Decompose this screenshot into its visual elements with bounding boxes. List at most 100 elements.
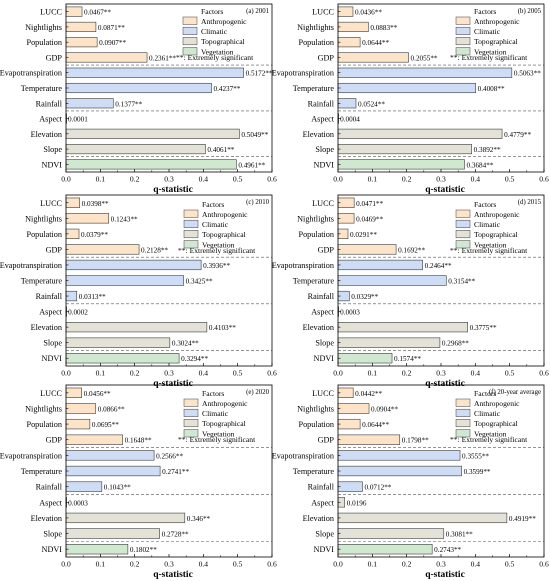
x-tick-label: 0.4 — [199, 369, 209, 378]
bar-population — [65, 418, 91, 430]
bar-slope — [337, 144, 472, 155]
x-tick-label: 0.6 — [539, 369, 549, 378]
bar-ndvi — [65, 353, 180, 364]
x-tick-label: 0.3 — [164, 175, 174, 184]
category-label-lucc: LUCC — [312, 199, 334, 208]
bar-nightlights — [337, 403, 370, 414]
x-tick-label: 0.1 — [368, 369, 378, 378]
value-label-aspect: 0.0003 — [68, 499, 88, 507]
bar-gdp — [337, 52, 409, 63]
category-label-gdp: GDP — [318, 245, 335, 254]
value-label-rainfall: 0.1377** — [115, 100, 142, 108]
value-label-evapotranspiration: 0.2464** — [425, 262, 452, 270]
legend-label-topographical: Topographical — [474, 230, 518, 239]
value-label-aspect: 0.0003 — [340, 309, 360, 317]
x-tick-label: 0.4 — [471, 560, 481, 569]
category-label-ndvi: NDVI — [314, 354, 335, 363]
category-label-ndvi: NDVI — [314, 160, 335, 169]
legend-label-climatic: Climatic — [474, 27, 501, 36]
value-label-rainfall: 0.0313** — [79, 293, 106, 301]
legend-label-topographical: Topographical — [202, 419, 246, 428]
x-tick-label: 0.3 — [436, 560, 446, 569]
legend-swatch-topographical — [455, 419, 471, 428]
bar-elevation — [337, 512, 508, 524]
panel-tag: (e) 2020 — [246, 389, 269, 396]
bar-nightlights — [65, 213, 109, 224]
legend-label-anthropogenic: Anthropogenic — [202, 399, 248, 408]
legend-swatch-climatic — [455, 26, 471, 35]
bar-elevation — [65, 512, 186, 524]
value-label-slope: 0.3024** — [172, 340, 199, 348]
x-axis-label: q-statistic — [153, 185, 193, 195]
value-label-gdp: 0.2128** — [141, 246, 168, 254]
category-label-lucc: LUCC — [40, 8, 62, 17]
category-label-aspect: Aspect — [39, 115, 62, 124]
x-tick-label: 0.3 — [436, 175, 446, 184]
bar-nightlights — [65, 21, 97, 32]
legend-title: Factors — [201, 7, 223, 16]
bar-temperature — [65, 82, 212, 94]
value-label-nightlights: 0.0904** — [371, 405, 398, 413]
legend-title: Factors — [474, 7, 496, 16]
value-label-nightlights: 0.1243** — [111, 215, 138, 223]
value-label-nightlights: 0.0866** — [98, 405, 125, 413]
legend-swatch-topographical — [183, 419, 199, 428]
bar-evapotranspiration — [65, 450, 155, 461]
value-label-slope: 0.2968** — [442, 340, 469, 348]
value-label-slope: 0.3892** — [474, 146, 501, 154]
category-label-rainfall: Rainfall — [308, 292, 335, 301]
legend-swatch-vegetation — [182, 47, 198, 56]
legend-swatch-anthropogenic — [183, 209, 199, 218]
legend-swatch-climatic — [455, 219, 471, 228]
x-tick-label: 0.4 — [471, 369, 481, 378]
legend-swatch-topographical — [455, 230, 471, 239]
significance-note: **: Extremely significant — [176, 53, 254, 62]
value-label-gdp: 0.2055** — [411, 54, 438, 62]
category-label-rainfall: Rainfall — [36, 483, 63, 492]
category-label-ndvi: NDVI — [42, 160, 63, 169]
bar-elevation — [65, 322, 208, 333]
value-label-ndvi: 0.1802** — [130, 546, 157, 554]
significance-note: **: Extremely significant — [450, 435, 528, 444]
x-tick-label: 0.0 — [333, 175, 343, 184]
panel-tag: (d) 2015 — [518, 199, 542, 206]
bar-gdp — [65, 244, 140, 255]
legend-swatch-climatic — [183, 408, 199, 417]
category-label-population: Population — [27, 230, 62, 239]
x-tick-label: 0.6 — [267, 369, 277, 378]
panel-f-20-year-average: LUCC 0.0442** Nightlights 0.0904** Populatio… — [272, 384, 549, 580]
legend-swatch-anthropogenic — [455, 209, 471, 218]
category-label-rainfall: Rainfall — [36, 99, 63, 108]
legend-swatch-topographical — [183, 230, 199, 239]
legend-swatch-climatic — [182, 26, 198, 35]
legend-title: Factors — [474, 389, 496, 398]
x-tick-label: 0.1 — [368, 560, 378, 569]
value-label-aspect: 0.0196 — [347, 499, 367, 507]
bar-ndvi — [337, 159, 465, 170]
category-label-elevation: Elevation — [31, 514, 62, 523]
x-axis-label: q-statistic — [425, 570, 465, 580]
legend-title: Factors — [202, 389, 224, 398]
legend-label-vegetation: Vegetation — [202, 429, 235, 438]
category-label-temperature: Temperature — [21, 84, 63, 93]
legend-swatch-climatic — [183, 219, 199, 228]
legend-swatch-topographical — [455, 37, 471, 46]
x-tick-label: 0.5 — [505, 175, 515, 184]
bar-temperature — [337, 465, 462, 477]
x-tick-label: 0.5 — [505, 369, 515, 378]
bar-rainfall — [65, 481, 103, 492]
x-tick-label: 0.5 — [233, 175, 243, 184]
category-label-gdp: GDP — [46, 245, 63, 254]
x-tick-label: 0.2 — [402, 560, 412, 569]
x-tick-label: 0.5 — [233, 369, 243, 378]
x-tick-label: 0.3 — [164, 560, 174, 569]
legend-label-topographical: Topographical — [202, 230, 246, 239]
legend-label-topographical: Topographical — [474, 419, 518, 428]
category-label-elevation: Elevation — [31, 323, 62, 332]
bar-population — [337, 418, 361, 430]
panel-a-2001: LUCC 0.0467** Nightlights 0.0871** Populatio… — [0, 3, 277, 195]
legend-swatch-vegetation — [455, 47, 471, 56]
value-label-population: 0.0695** — [92, 421, 119, 429]
bar-evapotranspiration — [337, 67, 513, 78]
category-label-slope: Slope — [43, 530, 62, 539]
